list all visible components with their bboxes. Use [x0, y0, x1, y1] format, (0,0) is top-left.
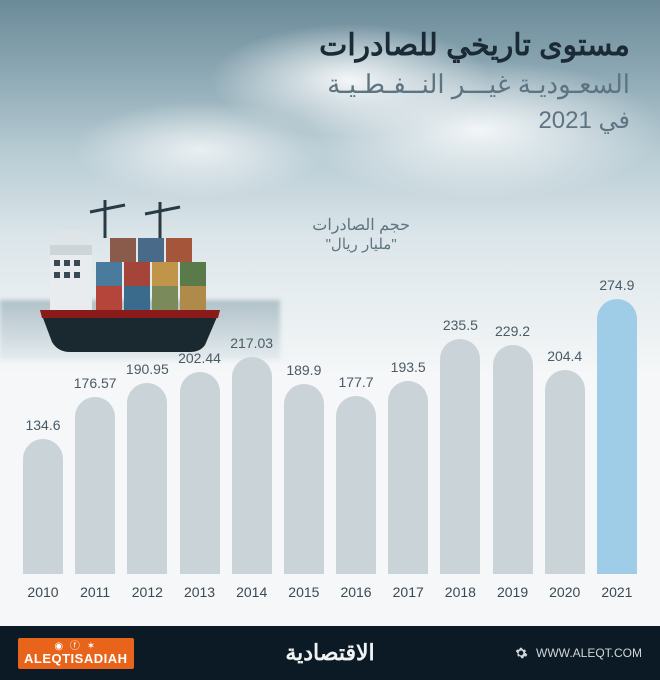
bar-group-2017: 193.5 2017 — [385, 359, 431, 601]
headline-line2: السعـوديـة غيـــر النــفـطـيـة — [319, 69, 630, 100]
bar-value: 193.5 — [391, 359, 426, 375]
bar-year: 2012 — [132, 584, 163, 600]
bar-group-2013: 202.44 2013 — [177, 350, 223, 600]
bar — [597, 299, 637, 574]
gear-icon — [514, 646, 528, 660]
chart-unit-label: حجم الصادرات "مليار ريال" — [312, 215, 410, 253]
bar-value: 190.95 — [126, 361, 169, 377]
bar-year: 2011 — [80, 584, 110, 600]
bar-value: 189.9 — [286, 362, 321, 378]
bar-year: 2010 — [27, 584, 58, 600]
bar-group-2010: 134.6 2010 — [20, 417, 66, 600]
footer-logo-badge: ◉ ⓕ ✶ ALEQTISADIAH — [18, 638, 134, 669]
headline-line3: في 2021 — [319, 106, 630, 135]
bar-group-2018: 235.5 2018 — [437, 317, 483, 601]
exports-bar-chart: 134.62010176.572011190.952012202.4420132… — [20, 280, 640, 600]
bar-group-2019: 229.2 2019 — [490, 323, 536, 600]
bar-value: 204.4 — [547, 348, 582, 364]
bar-group-2011: 176.57 2011 — [72, 375, 118, 600]
bar — [440, 339, 480, 575]
bar-group-2016: 177.7 2016 — [333, 374, 379, 600]
bar-value: 217.03 — [230, 335, 273, 351]
social-icons: ◉ ⓕ ✶ — [54, 642, 97, 652]
chart-unit-label-line1: حجم الصادرات — [312, 215, 410, 235]
headline-block: مستوى تاريخي للصادرات السعـوديـة غيـــر … — [319, 28, 630, 135]
bar — [232, 357, 272, 574]
bar-year: 2015 — [288, 584, 319, 600]
bar-value: 274.9 — [599, 277, 634, 293]
bar-year: 2021 — [601, 584, 632, 600]
bar-value: 176.57 — [74, 375, 117, 391]
bar-group-2020: 204.4 2020 — [542, 348, 588, 600]
bar-group-2014: 217.03 2014 — [229, 335, 275, 600]
bar-value: 229.2 — [495, 323, 530, 339]
bar — [336, 396, 376, 574]
infographic-container: مستوى تاريخي للصادرات السعـوديـة غيـــر … — [0, 0, 660, 680]
bar-year: 2017 — [393, 584, 424, 600]
bar — [127, 383, 167, 574]
footer-bar: ◉ ⓕ ✶ ALEQTISADIAH الاقتصادية WWW.ALEQT.… — [0, 626, 660, 680]
bar — [493, 345, 533, 574]
bar-value: 202.44 — [178, 350, 221, 366]
bar — [388, 381, 428, 575]
bar-value: 235.5 — [443, 317, 478, 333]
bar-year: 2016 — [340, 584, 371, 600]
bar-group-2015: 189.9 2015 — [281, 362, 327, 600]
bar — [75, 397, 115, 574]
bar-value: 177.7 — [339, 374, 374, 390]
footer-url-block: WWW.ALEQT.COM — [514, 646, 642, 660]
bar-year: 2013 — [184, 584, 215, 600]
bar-group-2012: 190.95 2012 — [124, 361, 170, 600]
bar-year: 2014 — [236, 584, 267, 600]
bar-year: 2019 — [497, 584, 528, 600]
bar-year: 2020 — [549, 584, 580, 600]
bar-value: 134.6 — [25, 417, 60, 433]
chart-unit-label-line2: "مليار ريال" — [312, 235, 410, 253]
bar-year: 2018 — [445, 584, 476, 600]
footer-brand: الاقتصادية — [285, 640, 374, 666]
bar-group-2021: 274.9 2021 — [594, 277, 640, 600]
bar — [545, 370, 585, 574]
bar — [180, 372, 220, 574]
headline-line1: مستوى تاريخي للصادرات — [319, 28, 630, 63]
bar — [23, 439, 63, 574]
footer-url: WWW.ALEQT.COM — [536, 646, 642, 660]
bar — [284, 384, 324, 574]
logo-text: ALEQTISADIAH — [24, 652, 128, 665]
